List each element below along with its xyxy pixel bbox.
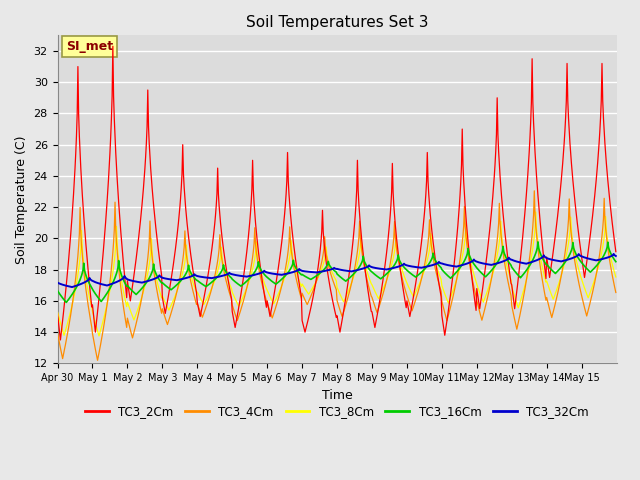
X-axis label: Time: Time	[322, 389, 353, 402]
Legend: TC3_2Cm, TC3_4Cm, TC3_8Cm, TC3_16Cm, TC3_32Cm: TC3_2Cm, TC3_4Cm, TC3_8Cm, TC3_16Cm, TC3…	[81, 401, 593, 423]
Title: Soil Temperatures Set 3: Soil Temperatures Set 3	[246, 15, 428, 30]
Text: SI_met: SI_met	[66, 40, 113, 53]
Y-axis label: Soil Temperature (C): Soil Temperature (C)	[15, 135, 28, 264]
